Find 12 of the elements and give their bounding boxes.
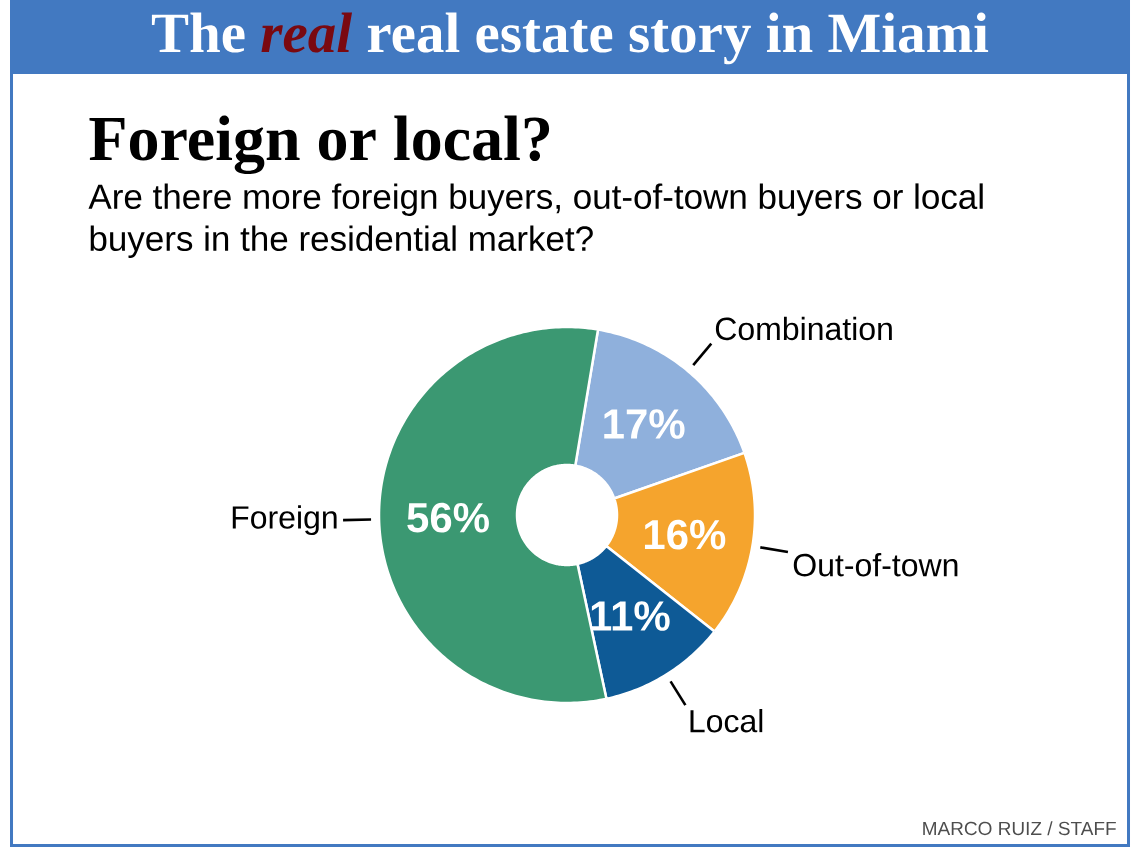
data-label: 11% (591, 601, 670, 631)
slice-label: Local (690, 708, 763, 733)
data-label: 56% (407, 502, 489, 533)
text: The real real estate story in Miami (151, 12, 989, 65)
data-label: 17% (604, 409, 685, 439)
slice-label: Foreign (232, 505, 337, 536)
chart-title: Foreign or local? (89, 115, 550, 175)
text: MARCO RUIZ / STAFF (923, 821, 1116, 836)
slice-label: Out-of-town (793, 553, 958, 577)
slice-label: Combination (715, 316, 892, 341)
data-label: 16% (644, 519, 726, 550)
chart-subtitle: Are there more foreign buyers, out-of-town buyers or local buyers in the residential market? (88, 183, 983, 259)
